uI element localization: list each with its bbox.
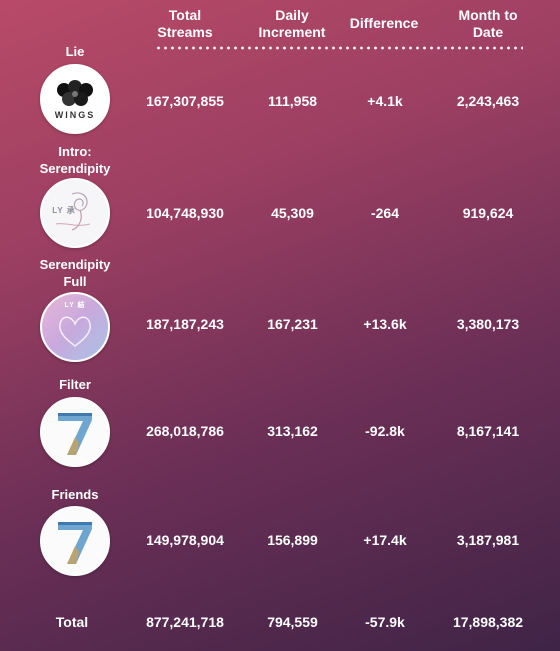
ly-answer-cover-art — [42, 294, 108, 360]
song-title-serendipity-full: Serendipity Full — [20, 256, 130, 290]
total-streams-value: 167,307,855 — [146, 93, 224, 109]
song-title-line: Friends — [51, 487, 99, 502]
total-streams-sum: 877,241,718 — [146, 614, 224, 630]
month-to-date-value: 2,243,463 — [456, 93, 520, 109]
month-to-date-value: 3,187,981 — [456, 532, 520, 548]
header-month-to-date-line1: Month to — [458, 7, 518, 23]
daily-increment-value: 156,899 — [267, 532, 318, 548]
difference-value: -92.8k — [365, 423, 405, 439]
mots7-cover-art — [42, 399, 108, 465]
song-title-line: Intro: — [58, 144, 92, 159]
header-daily-increment-line2: Increment — [258, 24, 326, 40]
cover-label: LY 承 — [52, 206, 76, 215]
daily-increment-value: 167,231 — [267, 316, 318, 332]
map-of-the-soul-7-album-icon — [40, 506, 110, 576]
wings-album-icon: WINGS — [40, 64, 110, 134]
love-yourself-answer-album-icon: LY 結 — [40, 292, 110, 362]
header-total-streams-line1: Total — [168, 7, 202, 23]
header-difference: Difference — [349, 15, 419, 31]
song-title-line: Lie — [65, 44, 85, 59]
total-label: Total — [55, 614, 89, 630]
header-month-to-date: Month to Date — [438, 7, 538, 41]
wings-cover-art — [42, 66, 108, 132]
header-daily-increment-line1: Daily — [275, 7, 309, 23]
difference-value: +13.6k — [363, 316, 407, 332]
header-daily-increment: Daily Increment — [248, 7, 336, 41]
daily-increment-value: 45,309 — [271, 205, 314, 221]
month-to-date-sum: 17,898,382 — [452, 614, 524, 630]
total-streams-value: 268,018,786 — [146, 423, 224, 439]
daily-increment-value: 111,958 — [267, 93, 318, 109]
month-to-date-value: 8,167,141 — [456, 423, 520, 439]
love-yourself-her-album-icon: LY 承 — [40, 178, 110, 248]
song-title-line: Serendipity — [39, 161, 111, 176]
daily-increment-sum: 794,559 — [267, 614, 318, 630]
ly-her-cover-art — [42, 180, 108, 246]
difference-value: +4.1k — [367, 93, 403, 109]
header-total-streams: Total Streams — [140, 7, 230, 41]
difference-value: -264 — [370, 205, 400, 221]
cover-label: LY 結 — [64, 302, 86, 309]
daily-increment-value: 313,162 — [267, 423, 318, 439]
difference-value: +17.4k — [363, 532, 407, 548]
total-streams-value: 104,748,930 — [146, 205, 224, 221]
cover-label: WINGS — [54, 110, 96, 120]
header-dotted-divider — [155, 46, 523, 50]
header-total-streams-line2: Streams — [157, 24, 213, 40]
mots7-cover-art — [42, 508, 108, 574]
song-title-friends: Friends — [20, 486, 130, 503]
song-title-intro-serendipity: Intro: Serendipity — [20, 143, 130, 177]
total-streams-value: 187,187,243 — [146, 316, 224, 332]
song-title-lie: Lie — [20, 43, 130, 60]
difference-sum: -57.9k — [365, 614, 405, 630]
song-title-filter: Filter — [20, 376, 130, 393]
map-of-the-soul-7-album-icon — [40, 397, 110, 467]
song-title-line: Filter — [59, 377, 91, 392]
month-to-date-value: 919,624 — [462, 205, 514, 221]
song-title-line: Full — [63, 274, 87, 289]
month-to-date-value: 3,380,173 — [456, 316, 520, 332]
total-streams-value: 149,978,904 — [146, 532, 224, 548]
header-month-to-date-line2: Date — [472, 24, 504, 40]
song-title-line: Serendipity — [39, 257, 111, 272]
